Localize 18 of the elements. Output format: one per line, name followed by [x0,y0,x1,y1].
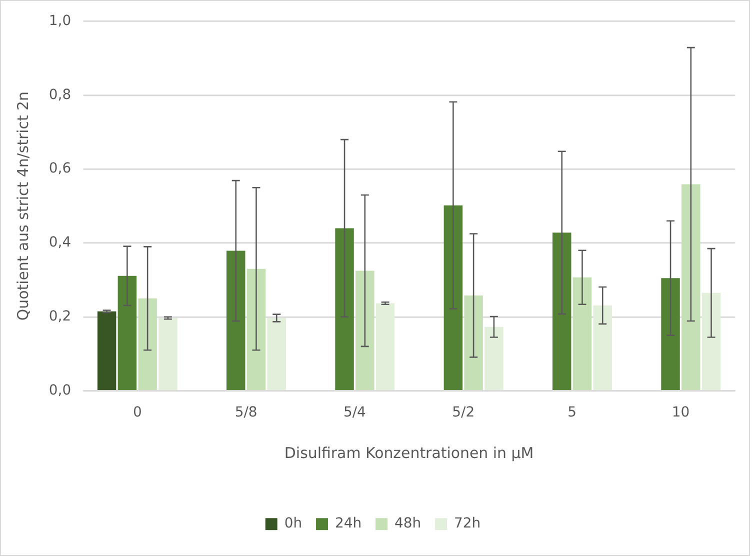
legend-label: 72h [454,516,481,532]
x-tick-label: 0 [132,404,142,421]
y-tick-label: 0,6 [48,160,72,177]
x-tick-label: 5/2 [452,404,475,421]
y-axis-title: Quotient aus strict 4n/strict 2n [14,91,32,321]
y-tick-label: 0,8 [48,86,72,103]
x-axis-title: Disulfiram Konzentrationen in µM [284,444,534,462]
x-tick-label: 10 [672,404,690,421]
y-tick-label: 0,0 [48,382,72,398]
y-tick-label: 0,2 [48,308,72,325]
x-tick-label: 5 [568,404,576,421]
y-tick-label: 0,4 [48,234,72,251]
x-tick-label: 5/8 [234,404,258,421]
y-tick-label: 1,0 [48,12,72,29]
legend-label: 0h [284,516,302,532]
legend-label: 24h [334,516,362,532]
x-tick-label: 5/4 [343,404,366,421]
legend-label: 48h [394,516,422,532]
